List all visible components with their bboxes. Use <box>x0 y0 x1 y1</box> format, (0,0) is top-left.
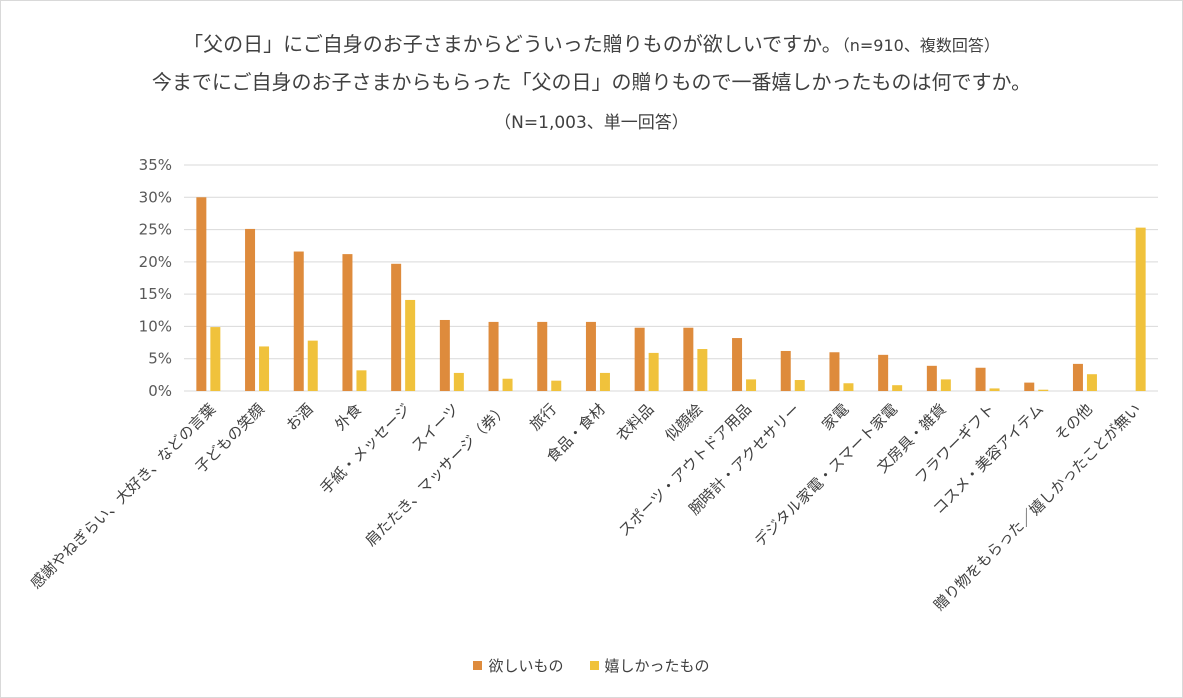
bar-wanted <box>829 352 840 391</box>
bar-happy <box>746 379 757 391</box>
bar-wanted <box>878 354 889 391</box>
bar-wanted <box>1072 363 1083 391</box>
bar-wanted <box>537 321 548 391</box>
y-tick-label: 10% <box>139 317 172 335</box>
bar-happy <box>210 327 221 391</box>
bar-happy <box>356 370 367 391</box>
legend-label: 欲しいもの <box>488 657 564 675</box>
bar-happy <box>648 352 659 391</box>
x-tick-label: 家電 <box>818 400 852 434</box>
bar-happy <box>259 346 270 391</box>
y-tick-label: 0% <box>148 382 172 400</box>
bar-wanted <box>634 327 645 391</box>
legend-swatch <box>473 661 483 670</box>
bar-wanted <box>1024 382 1035 391</box>
x-tick-label: 外食 <box>331 400 365 434</box>
chart-title-line3: （N=1,003、単一回答） <box>494 113 689 133</box>
bar-happy <box>1135 227 1146 391</box>
title-text: 「父の日」にご自身のお子さまからどういった贈りものが欲しいですか。 <box>183 32 842 56</box>
bar-happy <box>697 349 708 391</box>
legend-item-happy: 嬉しかったもの <box>589 655 710 676</box>
legend-swatch <box>589 661 599 670</box>
bar-wanted <box>585 321 596 391</box>
legend-label: 嬉しかったもの <box>604 657 710 675</box>
legend: 欲しいもの 嬉しかったもの <box>0 655 1183 676</box>
bar-wanted <box>391 263 402 391</box>
x-tick-label: 手紙・メッセージ <box>317 400 414 497</box>
bar-happy <box>1038 389 1049 391</box>
bar-wanted <box>293 251 304 391</box>
bar-happy <box>843 383 854 391</box>
x-tick-label: 旅行 <box>526 400 560 434</box>
bar-wanted <box>975 367 986 391</box>
x-tick-label: お酒 <box>283 400 317 434</box>
bar-happy <box>1086 374 1097 391</box>
x-tick-label: その他 <box>1051 400 1096 445</box>
bar-happy <box>599 372 610 391</box>
bar-happy <box>551 380 562 391</box>
bar-wanted <box>342 254 353 391</box>
bar-wanted <box>732 338 743 391</box>
bar-happy <box>502 378 513 391</box>
chart-title-line2: 今までにご自身のお子さまからもらった「父の日」の贈りもので一番嬉しかったものは何… <box>151 70 1032 94</box>
title-note: （n=910、複数回答） <box>841 36 1000 55</box>
bar-happy <box>794 380 805 391</box>
bar-happy <box>453 372 464 391</box>
bar-wanted <box>245 228 256 391</box>
bar-wanted <box>439 319 450 391</box>
y-tick-label: 30% <box>139 188 172 206</box>
chart-title-line1: 「父の日」にご自身のお子さまからどういった贈りものが欲しいですか。（n=910、… <box>0 28 1183 57</box>
y-tick-label: 25% <box>139 221 172 239</box>
x-tick-label: 衣料品 <box>613 400 658 445</box>
bar-wanted <box>780 350 791 391</box>
y-tick-label: 5% <box>148 350 172 368</box>
bar-wanted <box>683 327 694 391</box>
y-tick-label: 20% <box>139 253 172 271</box>
bar-happy <box>307 340 318 391</box>
bar-happy <box>989 388 1000 391</box>
bar-wanted <box>488 321 499 391</box>
legend-item-wanted: 欲しいもの <box>473 655 564 676</box>
y-tick-label: 15% <box>139 285 172 303</box>
x-tick-label: 似顔絵 <box>662 400 707 445</box>
bar-happy <box>892 385 903 391</box>
bar-happy <box>940 379 951 391</box>
y-tick-label: 35% <box>139 156 172 174</box>
x-tick-label: 感謝やねぎらい、大好き、などの言葉 <box>27 400 219 592</box>
bar-wanted <box>926 365 937 391</box>
bar-wanted <box>196 197 207 391</box>
bar-happy <box>405 299 416 391</box>
